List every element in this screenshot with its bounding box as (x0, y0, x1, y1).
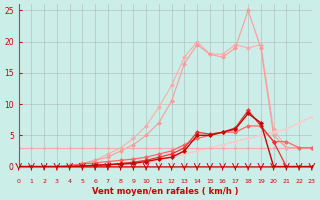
X-axis label: Vent moyen/en rafales ( km/h ): Vent moyen/en rafales ( km/h ) (92, 187, 238, 196)
